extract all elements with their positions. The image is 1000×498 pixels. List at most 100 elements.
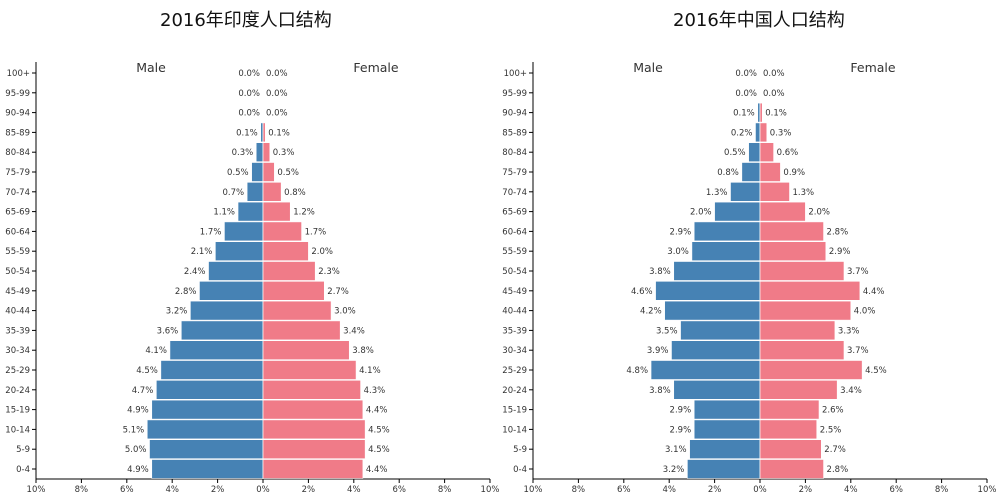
india-male-value-label: 2.8% xyxy=(175,287,197,297)
china-age-label: 70-74 xyxy=(502,188,527,198)
india-age-label: 40-44 xyxy=(5,307,30,317)
china-x-tick-label: 2% xyxy=(799,485,813,495)
china-male-bar xyxy=(671,340,761,361)
india-female-bar xyxy=(262,122,266,143)
china-x-tick-label: 8% xyxy=(572,485,586,495)
india-male-bar xyxy=(160,360,264,380)
india-age-label: 5-9 xyxy=(16,445,30,455)
china-female-value-label: 1.3% xyxy=(793,188,815,198)
china-x-tick-label: 10% xyxy=(524,485,543,495)
china-female-bar xyxy=(759,122,768,143)
india-x-tick-label: 0% xyxy=(256,485,270,495)
china-age-label: 55-59 xyxy=(502,247,527,257)
india-age-label: 85-89 xyxy=(5,128,30,138)
china-female-bar xyxy=(759,340,845,361)
india-male-value-label: 4.7% xyxy=(132,386,154,396)
india-male-value-label: 1.1% xyxy=(213,208,235,218)
india-male-bar xyxy=(260,122,264,143)
india-male-bar xyxy=(224,221,264,242)
india-age-label: 95-99 xyxy=(5,89,30,99)
india-age-label: 30-34 xyxy=(5,346,30,356)
india-female-value-label: 0.0% xyxy=(266,109,288,119)
india-age-label: 20-24 xyxy=(5,386,30,396)
india-female-bar xyxy=(262,142,271,162)
china-female-value-label: 2.8% xyxy=(827,227,849,237)
india-age-label: 50-54 xyxy=(5,267,30,277)
china-male-value-label: 0.0% xyxy=(735,69,757,79)
india-female-value-label: 0.0% xyxy=(266,89,288,99)
china-male-label: Male xyxy=(633,60,663,75)
india-x-tick-label: 4% xyxy=(347,485,361,495)
china-male-value-label: 2.0% xyxy=(690,208,712,218)
india-x-tick-label: 8% xyxy=(438,485,452,495)
india-x-tick-label: 2% xyxy=(211,485,225,495)
china-male-value-label: 0.0% xyxy=(735,89,757,99)
india-female-value-label: 4.3% xyxy=(364,386,386,396)
india-age-label: 25-29 xyxy=(5,366,30,376)
india-female-value-label: 3.4% xyxy=(343,326,365,336)
china-female-value-label: 0.1% xyxy=(765,109,787,119)
china-female-bar xyxy=(759,142,774,162)
india-female-bar xyxy=(262,300,332,321)
china-female-bar xyxy=(759,162,781,182)
china-x-tick-label: 8% xyxy=(935,485,949,495)
india-female-value-label: 4.5% xyxy=(368,425,390,435)
india-male-bar xyxy=(156,379,264,400)
china-age-label: 30-34 xyxy=(502,346,527,356)
india-male-bar xyxy=(215,241,264,261)
china-male-value-label: 0.5% xyxy=(724,148,746,158)
china-male-value-label: 2.9% xyxy=(670,425,692,435)
china-age-label: 65-69 xyxy=(502,208,527,218)
china-female-bar xyxy=(759,241,827,261)
india-male-bar xyxy=(251,162,264,182)
china-female-bar xyxy=(759,399,820,420)
china-x-tick-label: 4% xyxy=(844,485,858,495)
china-female-value-label: 3.7% xyxy=(847,346,869,356)
china-female-bar xyxy=(759,280,861,301)
india-age-label: 45-49 xyxy=(5,287,30,297)
india-male-bar xyxy=(237,201,264,222)
india-chart-title: 2016年印度人口结构 xyxy=(160,10,332,31)
china-age-label: 40-44 xyxy=(502,307,527,317)
china-male-value-label: 0.8% xyxy=(717,168,739,178)
china-age-label: 35-39 xyxy=(502,326,527,336)
china-age-label: 25-29 xyxy=(502,366,527,376)
india-female-bar xyxy=(262,221,302,242)
india-female-bar xyxy=(262,201,291,222)
india-age-label: 60-64 xyxy=(5,227,30,237)
china-male-bar xyxy=(664,300,761,321)
india-x-tick-label: 8% xyxy=(75,485,89,495)
india-male-value-label: 0.0% xyxy=(238,69,260,79)
india-female-value-label: 2.7% xyxy=(327,287,349,297)
china-female-bar xyxy=(759,379,838,400)
india-male-bar xyxy=(146,419,264,440)
china-female-value-label: 2.5% xyxy=(820,425,842,435)
india-female-bar xyxy=(262,419,366,440)
india-age-label: 70-74 xyxy=(5,188,30,198)
china-age-label: 5-9 xyxy=(513,445,527,455)
china-female-value-label: 3.3% xyxy=(838,326,860,336)
india-female-value-label: 4.1% xyxy=(359,366,381,376)
china-female-bar xyxy=(759,360,863,380)
china-male-bar xyxy=(757,102,761,123)
china-male-value-label: 4.8% xyxy=(626,366,648,376)
china-male-value-label: 0.1% xyxy=(733,109,755,119)
china-female-label: Female xyxy=(850,60,896,75)
china-male-bar xyxy=(691,241,761,261)
india-age-label: 80-84 xyxy=(5,148,30,158)
china-female-value-label: 4.5% xyxy=(865,366,887,376)
china-age-label: 10-14 xyxy=(502,425,527,435)
china-male-value-label: 0.2% xyxy=(731,128,753,138)
china-male-bar xyxy=(673,379,761,400)
india-female-bar xyxy=(262,241,309,261)
china-male-value-label: 2.9% xyxy=(670,227,692,237)
india-male-bar xyxy=(208,261,264,281)
china-male-bar xyxy=(680,320,761,341)
india-age-label: 15-19 xyxy=(5,406,30,416)
china-male-bar xyxy=(693,419,761,440)
india-female-value-label: 1.7% xyxy=(305,227,327,237)
india-female-value-label: 3.8% xyxy=(352,346,374,356)
china-female-value-label: 2.7% xyxy=(824,445,846,455)
india-female-value-label: 0.1% xyxy=(268,128,290,138)
